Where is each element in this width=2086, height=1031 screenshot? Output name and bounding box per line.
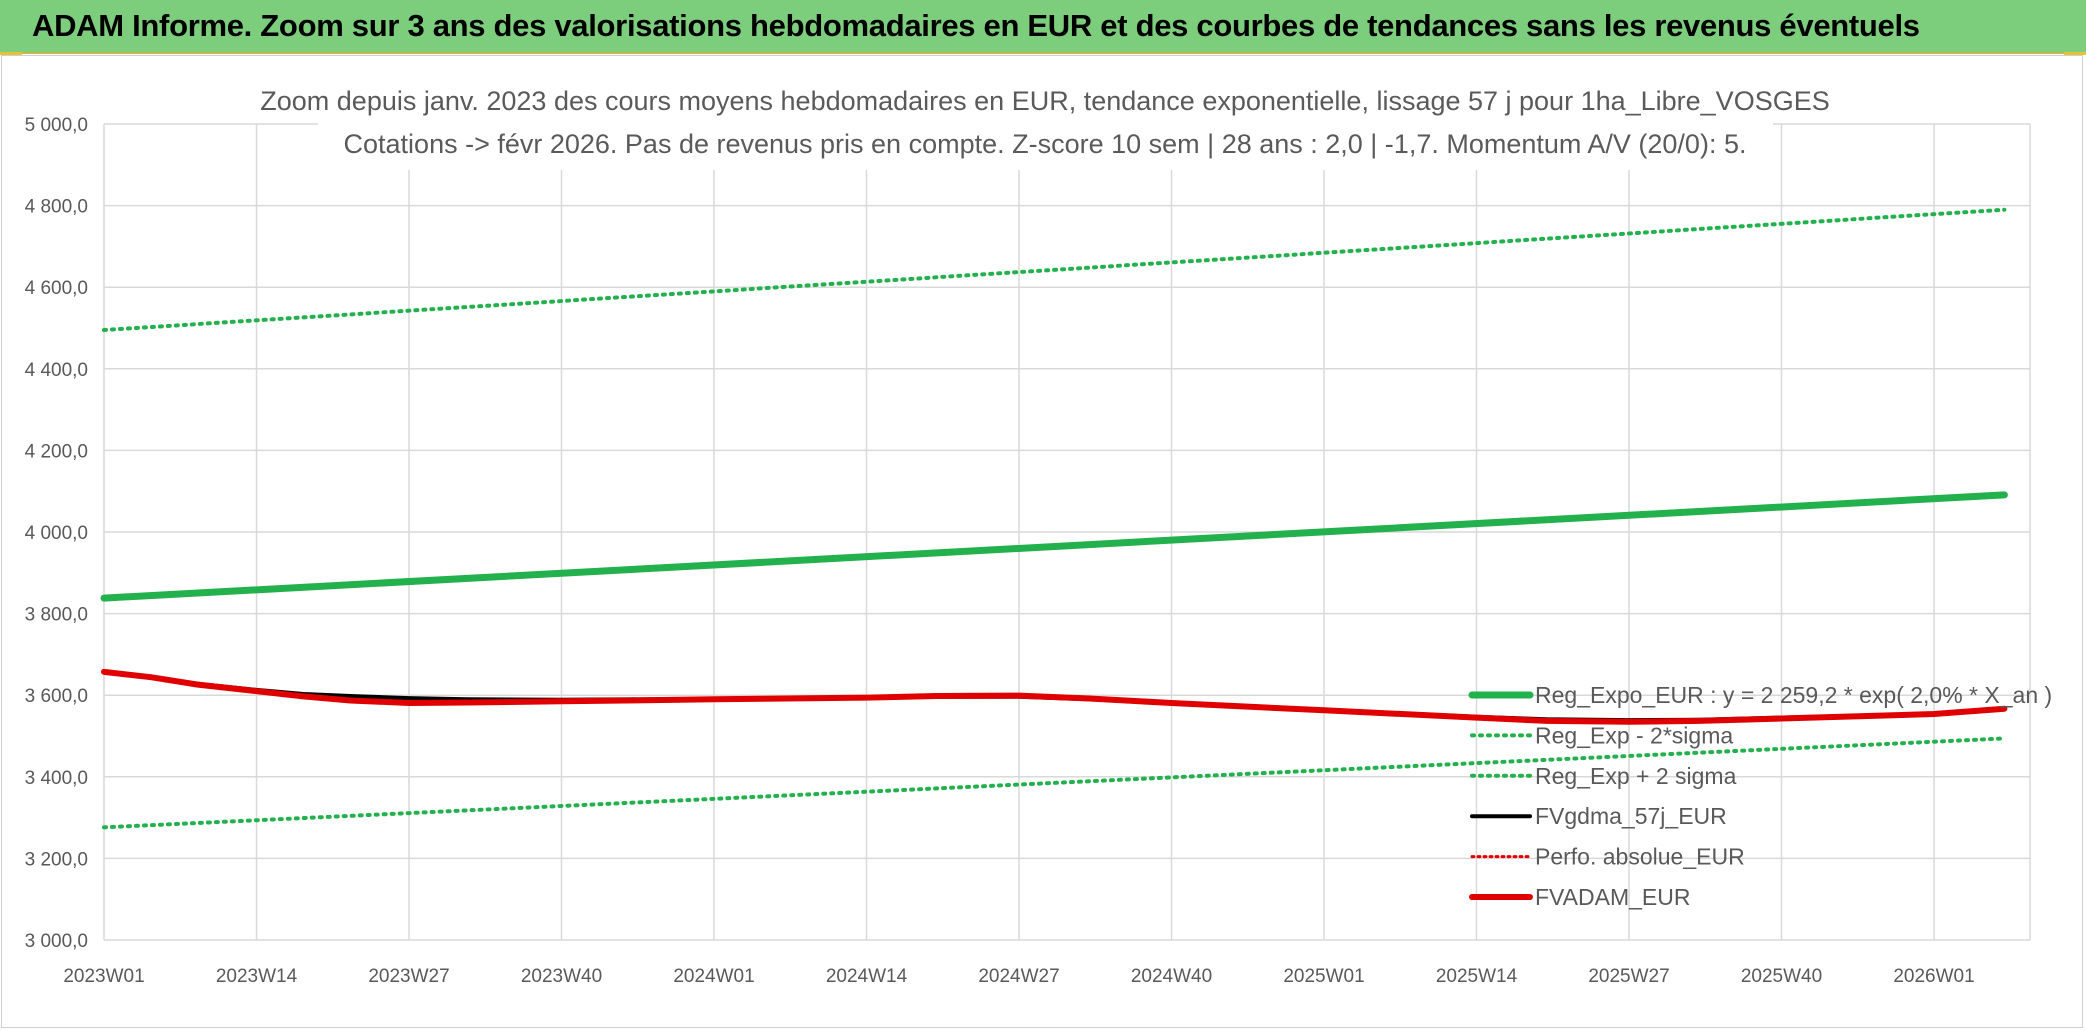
- series-lines: [100, 207, 2008, 830]
- report-banner: ADAM Informe. Zoom sur 3 ans des valoris…: [0, 0, 2086, 54]
- y-tick-label: 3 000,0: [25, 931, 88, 952]
- x-tick-label: 2023W01: [63, 966, 144, 987]
- x-tick-label: 2026W01: [1893, 966, 1974, 987]
- legend-perfo-label: Perfo. absolue_EUR: [1535, 844, 1745, 870]
- x-axis: 2023W01 2023W14 2023W27 2023W40 2024W01 2024W…: [63, 966, 1974, 987]
- title-background: [318, 80, 1773, 170]
- y-tick-label: 3 600,0: [25, 686, 88, 707]
- y-tick-label: 3 400,0: [25, 768, 88, 789]
- y-tick-label: 3 800,0: [25, 605, 88, 626]
- x-tick-label: 2025W01: [1283, 966, 1364, 987]
- y-tick-label: 4 200,0: [25, 441, 88, 462]
- y-axis: 3 000,0 3 200,0 3 400,0 3 600,0 3 800,0 4 000…: [25, 115, 88, 952]
- reg-exp-plus-2sigma-line: [102, 207, 2007, 332]
- x-tick-label: 2025W14: [1436, 966, 1518, 987]
- banner-corner-right: [2064, 52, 2086, 55]
- legend-reg-expo-label: Reg_Expo_EUR : y = 2 259,2 * exp( 2,0% *…: [1535, 682, 2052, 708]
- x-tick-label: 2023W27: [368, 966, 449, 987]
- chart-titles: Zoom depuis janv. 2023 des cours moyens …: [260, 80, 1830, 170]
- x-tick-label: 2024W27: [978, 966, 1059, 987]
- x-tick-label: 2025W27: [1588, 966, 1669, 987]
- fvadam-line: [101, 668, 2008, 725]
- x-tick-label: 2024W14: [826, 966, 908, 987]
- reg-exp-minus-2sigma-line: [102, 736, 2007, 830]
- y-tick-label: 4 800,0: [25, 197, 88, 218]
- x-tick-label: 2023W40: [521, 966, 602, 987]
- legend-reg-exp-plus-label: Reg_Exp + 2 sigma: [1535, 763, 1737, 789]
- chart-frame: [1, 55, 2083, 1028]
- legend-reg-exp-minus-label: Reg_Exp - 2*sigma: [1535, 722, 1733, 748]
- banner-corner-left: [0, 52, 22, 55]
- y-tick-label: 4 600,0: [25, 278, 88, 299]
- report-title: ADAM Informe. Zoom sur 3 ans des valoris…: [32, 8, 1920, 43]
- grid-lines: [103, 123, 2031, 941]
- x-tick-label: 2024W40: [1131, 966, 1212, 987]
- x-tick-label: 2023W14: [216, 966, 298, 987]
- y-tick-label: 4 000,0: [25, 523, 88, 544]
- chart-title-line1: Zoom depuis janv. 2023 des cours moyens …: [260, 86, 1829, 116]
- x-tick-label: 2024W01: [673, 966, 754, 987]
- legend: Reg_Expo_EUR : y = 2 259,2 * exp( 2,0% *…: [1468, 682, 2052, 910]
- y-tick-label: 4 400,0: [25, 360, 88, 381]
- y-tick-label: 5 000,0: [25, 115, 88, 136]
- chart-title-line2: Cotations -> févr 2026. Pas de revenus p…: [344, 129, 1747, 159]
- x-tick-label: 2025W40: [1741, 966, 1822, 987]
- legend-fvgdma-label: FVgdma_57j_EUR: [1535, 803, 1727, 829]
- y-tick-label: 3 200,0: [25, 849, 88, 870]
- reg-expo-line: [100, 491, 2008, 602]
- legend-fvadam-label: FVADAM_EUR: [1535, 884, 1691, 910]
